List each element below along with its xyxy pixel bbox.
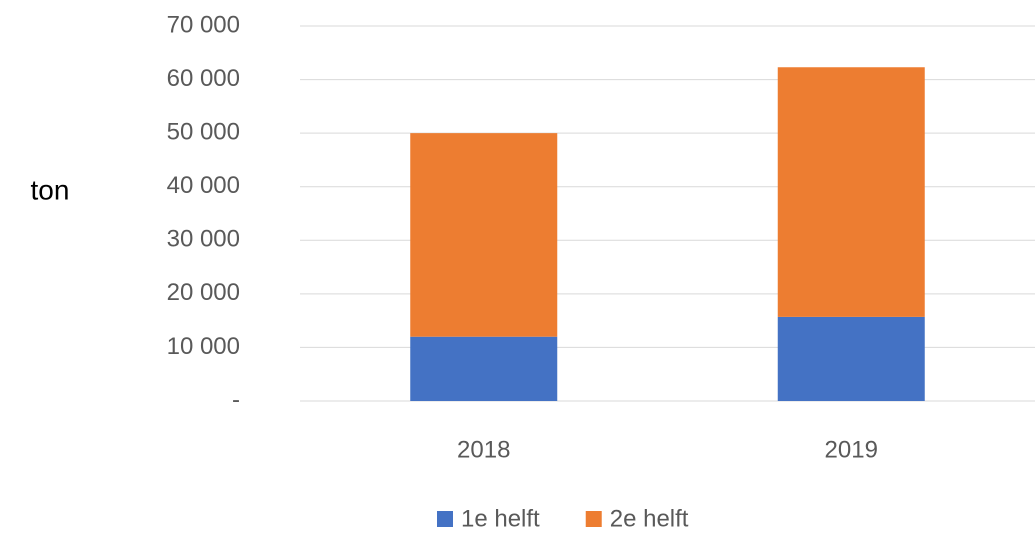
legend-swatch xyxy=(585,511,602,527)
bar-segment xyxy=(777,67,925,317)
y-axis-label: ton xyxy=(31,174,70,205)
y-tick-label: 60 000 xyxy=(167,65,240,92)
y-tick-label: 30 000 xyxy=(167,226,240,253)
legend-swatch xyxy=(437,511,453,527)
x-tick-label: 2019 xyxy=(825,436,878,463)
y-tick-label: 20 000 xyxy=(167,279,240,306)
bar-segment xyxy=(410,133,558,337)
y-tick-label: 40 000 xyxy=(167,172,240,199)
y-tick-label: 10 000 xyxy=(167,333,240,360)
legend-label: 2e helft xyxy=(610,505,689,532)
x-tick-label: 2018 xyxy=(457,436,510,463)
bar-segment xyxy=(410,336,558,401)
y-tick-label: - xyxy=(232,386,240,413)
y-tick-label: 50 000 xyxy=(167,118,240,145)
legend-label: 1e helft xyxy=(461,505,540,532)
bar-segment xyxy=(777,316,925,401)
y-tick-label: 70 000 xyxy=(167,11,240,38)
